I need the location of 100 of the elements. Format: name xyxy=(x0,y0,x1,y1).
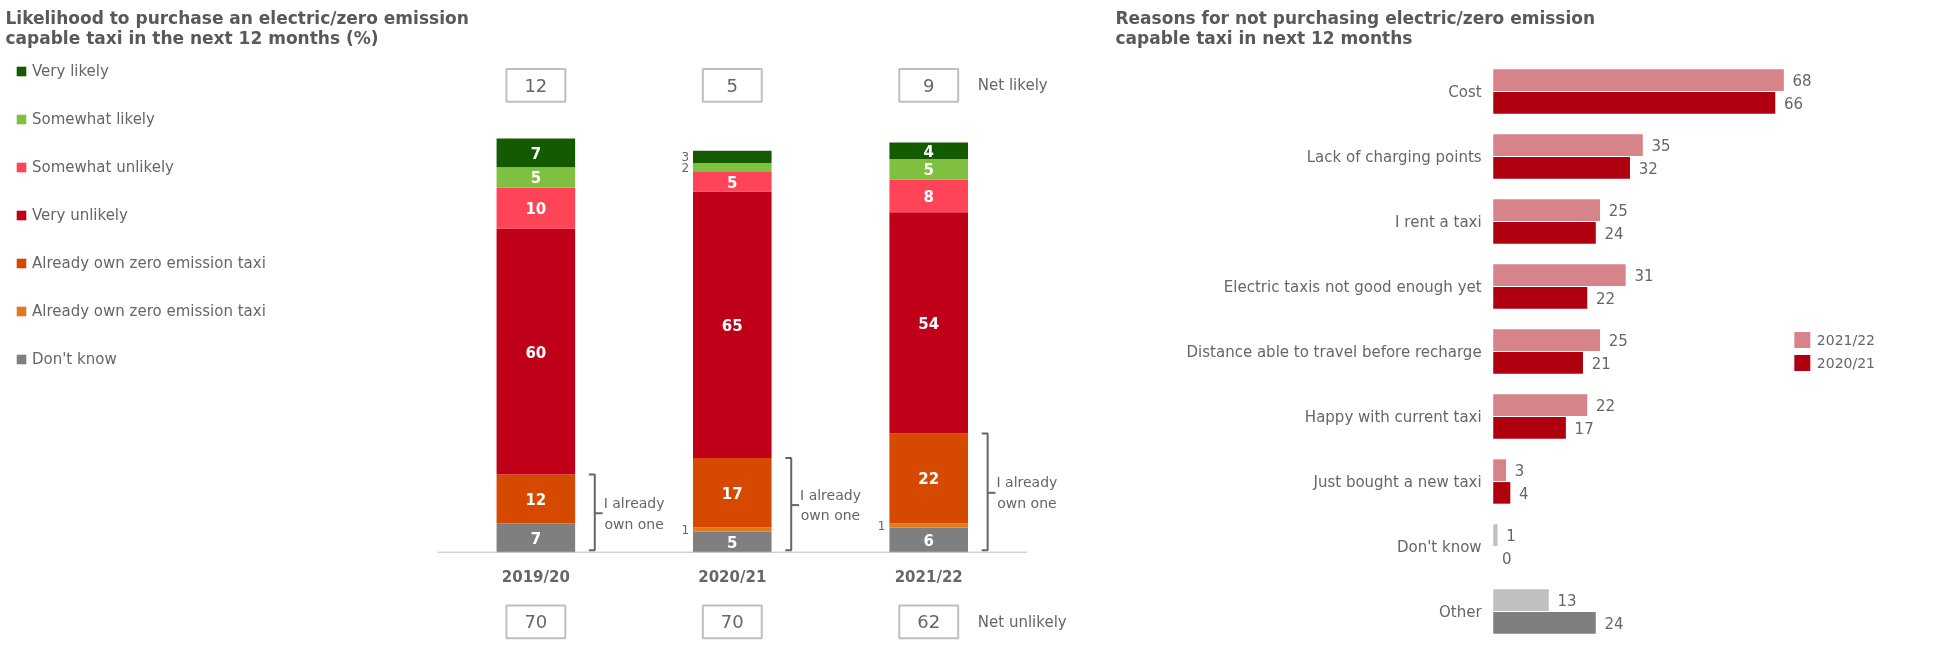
text: Likelihood to purchase an electric/zero emission capable taxi in the next 12 months (%) xyxy=(5,7,469,48)
bar xyxy=(693,527,772,532)
bar xyxy=(1493,612,1596,634)
data-label: 12 xyxy=(525,490,547,509)
legend-label: 2020/21 xyxy=(1816,354,1875,371)
bar xyxy=(889,527,968,553)
text: Reasons for not purchasing electric/zero emission capable taxi in next 12 months xyxy=(1115,7,1596,48)
data-label: 17 xyxy=(721,484,743,503)
y-tick-label: Distance able to travel before recharge xyxy=(1186,342,1482,361)
data-label: 8 xyxy=(923,187,934,206)
bar xyxy=(889,179,968,213)
x-tick-label: 2021/22 xyxy=(894,567,963,586)
bar xyxy=(1493,394,1588,416)
data-label: 1 xyxy=(1506,527,1516,546)
bar xyxy=(1493,589,1549,611)
data-label: 22 xyxy=(1595,397,1616,416)
data-label: 4 xyxy=(923,142,934,161)
annotation: I already own one xyxy=(996,474,1058,512)
data-label: 22 xyxy=(1595,289,1616,308)
bar xyxy=(496,474,576,524)
data-label: 25 xyxy=(1608,332,1628,351)
bar xyxy=(889,212,968,434)
x-tick-label: 2020/21 xyxy=(698,567,767,586)
data-label: 32 xyxy=(1638,159,1658,178)
legend-label: Don't know xyxy=(32,350,117,368)
bar xyxy=(1493,459,1507,481)
annotation: I already own one xyxy=(603,494,665,532)
text: 9 xyxy=(922,74,935,96)
data-label: 3 xyxy=(1514,462,1525,481)
y-tick-label: Just bought a new taxi xyxy=(1312,472,1482,491)
bar xyxy=(693,163,772,172)
bar xyxy=(496,167,576,188)
data-label: 54 xyxy=(918,314,940,333)
text: Net unlikely xyxy=(977,612,1067,631)
bar xyxy=(1493,157,1630,179)
data-label: 24 xyxy=(1604,224,1624,243)
bar xyxy=(889,142,968,159)
text: 62 xyxy=(917,611,941,633)
bar xyxy=(496,228,576,475)
bar xyxy=(1493,264,1626,286)
data-label: 13 xyxy=(1557,592,1577,611)
y-tick-label: Cost xyxy=(1448,82,1482,101)
data-label: 7 xyxy=(530,529,542,548)
data-label: 2 xyxy=(681,160,690,175)
data-label: 1 xyxy=(877,519,886,534)
legend-label: Somewhat unlikely xyxy=(32,158,174,176)
data-label: 60 xyxy=(525,343,547,362)
text: 5 xyxy=(726,74,739,96)
data-label: 5 xyxy=(727,173,738,192)
bar xyxy=(1493,417,1566,439)
legend-label: Very likely xyxy=(32,62,109,80)
y-tick-label: I rent a taxi xyxy=(1395,212,1482,231)
data-label: 1 xyxy=(681,523,690,538)
y-tick-label: Happy with current taxi xyxy=(1304,407,1482,426)
text: Net likely xyxy=(977,76,1048,95)
annotation: I already own one xyxy=(800,486,861,524)
data-label: 68 xyxy=(1792,72,1812,91)
data-label: 4 xyxy=(1519,484,1529,503)
text: 12 xyxy=(524,74,548,96)
bar xyxy=(496,138,576,168)
data-label: 7 xyxy=(530,144,542,163)
bar xyxy=(1493,222,1596,244)
x-tick-label: 2019/20 xyxy=(501,567,570,586)
data-label: 17 xyxy=(1574,419,1594,438)
data-label: 25 xyxy=(1608,202,1628,221)
bar xyxy=(693,191,772,458)
y-tick-label: Don't know xyxy=(1396,537,1482,556)
bar xyxy=(1493,92,1776,114)
bar xyxy=(1493,199,1601,221)
data-label: 6 xyxy=(923,531,934,550)
legend-label: Very unlikely xyxy=(32,206,128,224)
bar xyxy=(889,433,968,524)
bar xyxy=(693,531,772,553)
bar xyxy=(1493,482,1511,504)
bar xyxy=(693,171,772,192)
bar xyxy=(889,158,968,180)
text: 70 xyxy=(720,611,744,633)
legend-label: Already own zero emission taxi xyxy=(32,254,266,272)
bar xyxy=(496,187,576,229)
bar xyxy=(1493,134,1643,156)
bar xyxy=(1493,69,1784,91)
data-label: 24 xyxy=(1604,614,1624,633)
data-label: 5 xyxy=(727,533,738,552)
bar xyxy=(693,457,772,528)
bar xyxy=(496,523,576,553)
data-label: 66 xyxy=(1783,94,1804,113)
data-label: 5 xyxy=(923,161,934,180)
data-label: 21 xyxy=(1591,354,1611,373)
data-label: 35 xyxy=(1651,137,1671,156)
bar xyxy=(1493,287,1588,309)
bar xyxy=(1493,524,1498,546)
data-label: 0 xyxy=(1501,549,1512,568)
legend-label: 2021/22 xyxy=(1816,331,1875,348)
legend-label: Already own zero emission taxi xyxy=(32,302,266,320)
bar xyxy=(1493,352,1583,374)
data-label: 10 xyxy=(525,200,547,219)
data-label: 65 xyxy=(721,316,743,335)
bar xyxy=(693,150,772,164)
data-label: 31 xyxy=(1634,267,1654,286)
bar xyxy=(1493,329,1601,351)
